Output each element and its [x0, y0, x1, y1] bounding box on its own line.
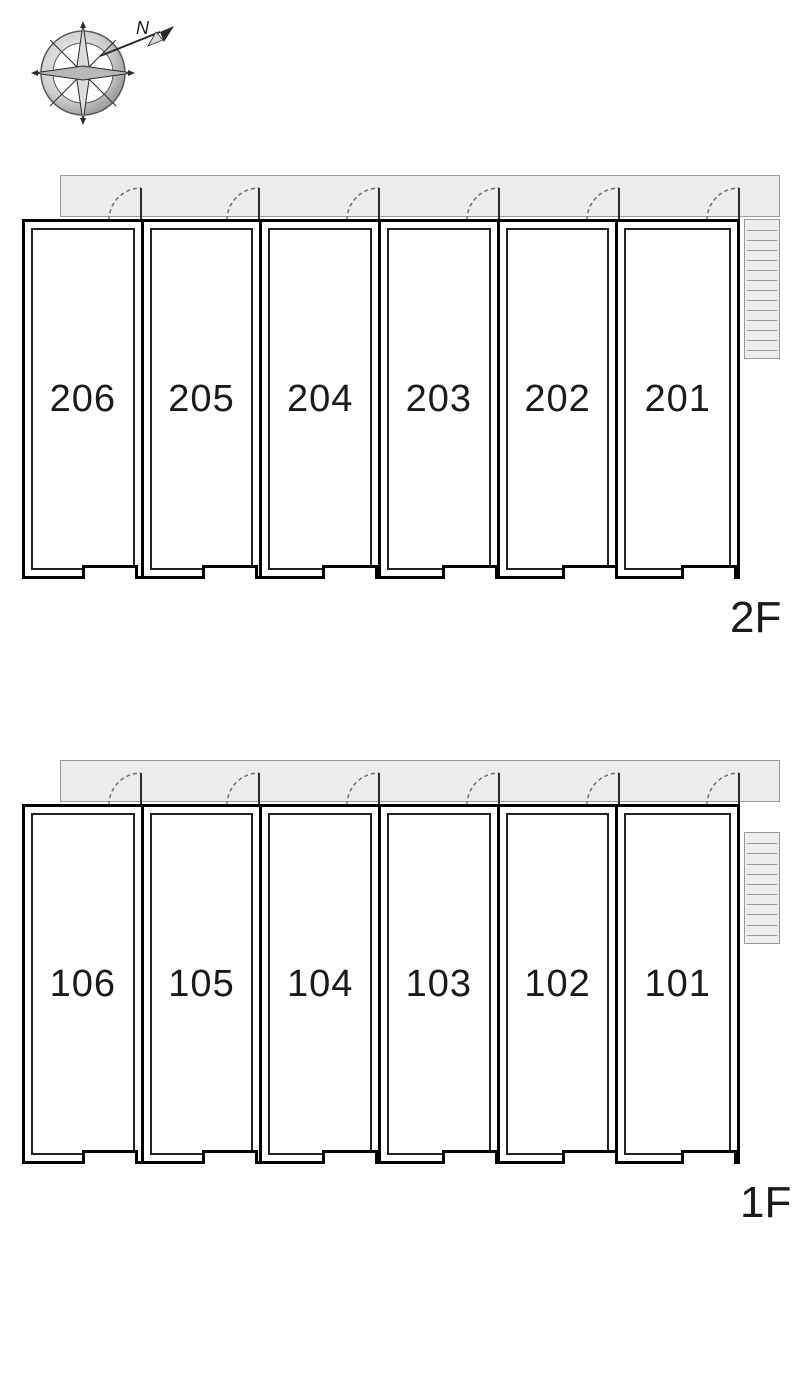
unit-205: 205: [144, 222, 263, 576]
unit-105: 105: [144, 807, 263, 1161]
floor-block-f2: 206 205 204 203 202 201 2F: [0, 175, 800, 659]
balcony-notch: [681, 1150, 737, 1164]
door-swing-icon: [108, 187, 142, 221]
door-swing-icon: [706, 772, 740, 806]
door-swing-icon: [346, 187, 380, 221]
unit-label: 102: [524, 963, 590, 1006]
balcony-notch: [562, 1150, 618, 1164]
unit-label: 106: [50, 963, 116, 1006]
unit-row: 206 205 204 203 202 201: [22, 219, 740, 579]
floor-plan-page: N 206 205 204 203 202 201 2F 106 105 104 103 102 101…: [0, 0, 800, 1373]
unit-row: 106 105 104 103 102 101: [22, 804, 740, 1164]
floor-label: 1F: [740, 1178, 791, 1228]
unit-203: 203: [381, 222, 500, 576]
door-swing-icon: [586, 772, 620, 806]
balcony-notch: [442, 1150, 498, 1164]
floor-block-f1: 106 105 104 103 102 101 1F: [0, 760, 800, 1244]
balcony-notch: [322, 1150, 378, 1164]
unit-label: 101: [644, 963, 710, 1006]
unit-label: 205: [168, 378, 234, 421]
unit-label: 203: [406, 378, 472, 421]
unit-label: 204: [287, 378, 353, 421]
unit-label: 105: [168, 963, 234, 1006]
unit-101: 101: [618, 807, 737, 1161]
door-swing-icon: [706, 187, 740, 221]
unit-206: 206: [25, 222, 144, 576]
unit-103: 103: [381, 807, 500, 1161]
stairs-icon: [744, 832, 780, 944]
door-swing-icon: [586, 187, 620, 221]
compass-icon: N: [28, 18, 188, 128]
balcony-notch: [82, 1150, 138, 1164]
unit-label: 201: [644, 378, 710, 421]
door-swing-icon: [466, 187, 500, 221]
door-swing-icon: [226, 187, 260, 221]
balcony-notch: [202, 565, 258, 579]
balcony-notch: [82, 565, 138, 579]
balcony-notch: [562, 565, 618, 579]
door-swing-icon: [226, 772, 260, 806]
unit-label: 206: [50, 378, 116, 421]
unit-201: 201: [618, 222, 737, 576]
unit-label: 103: [406, 963, 472, 1006]
balcony-notch: [322, 565, 378, 579]
unit-106: 106: [25, 807, 144, 1161]
compass-north-label: N: [136, 18, 150, 38]
unit-204: 204: [262, 222, 381, 576]
door-swing-icon: [346, 772, 380, 806]
balcony-notch: [202, 1150, 258, 1164]
door-swing-icon: [466, 772, 500, 806]
floor-label: 2F: [730, 593, 781, 643]
stairs-icon: [744, 219, 780, 359]
unit-202: 202: [500, 222, 619, 576]
unit-label: 202: [524, 378, 590, 421]
unit-label: 104: [287, 963, 353, 1006]
balcony-notch: [442, 565, 498, 579]
corridor: [60, 760, 780, 802]
unit-102: 102: [500, 807, 619, 1161]
corridor: [60, 175, 780, 217]
unit-104: 104: [262, 807, 381, 1161]
balcony-notch: [681, 565, 737, 579]
door-swing-icon: [108, 772, 142, 806]
